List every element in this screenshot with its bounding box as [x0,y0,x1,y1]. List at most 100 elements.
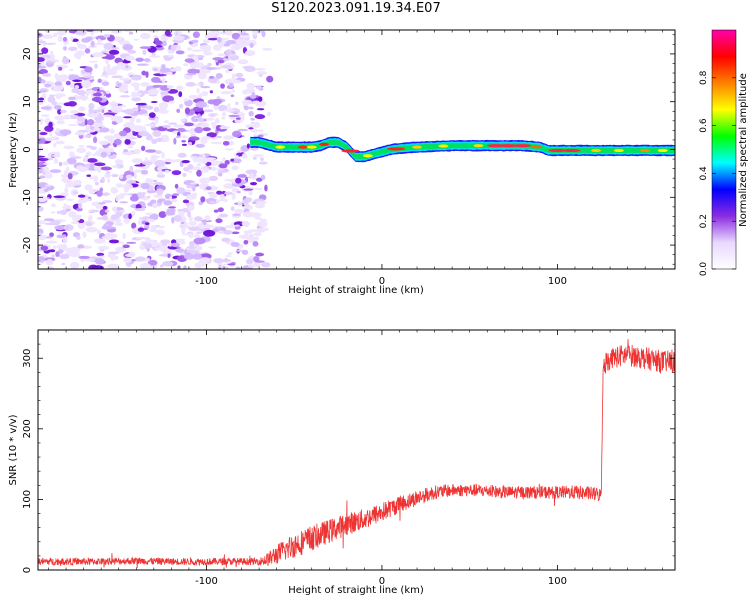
noise-blob [104,209,110,213]
noise-blob [55,140,66,145]
noise-blob [161,40,167,47]
noise-blob [176,187,186,194]
noise-blob [248,106,254,110]
noise-blob [241,153,248,160]
noise-blob [75,30,87,36]
noise-blob [167,252,171,258]
noise-blob [159,67,171,73]
noise-blob [38,220,46,225]
noise-blob [140,182,150,190]
snr-y-axis: 0 100 200 300 [22,329,675,573]
noise-blob [62,36,68,42]
noise-blob [176,246,181,249]
noise-blob [152,130,162,137]
noise-blob [56,210,61,214]
noise-blob [209,90,214,94]
noise-blob [128,31,134,35]
y-tick-label: 10 [22,95,33,108]
noise-blob [264,184,268,192]
noise-blob [46,61,56,64]
noise-blob [237,128,249,132]
noise-blob [252,232,263,237]
noise-blob [245,124,255,129]
noise-blob [153,181,164,186]
noise-blob [225,30,233,36]
figure-title: S120.2023.091.19.34.E07 [271,1,441,16]
noise-blob [55,95,61,100]
noise-blob [128,213,132,220]
noise-blob [75,121,83,124]
noise-blob [169,196,173,200]
noise-blob [58,161,63,167]
signal-hotspot [438,144,449,148]
noise-blob [73,79,80,82]
noise-blob [214,117,220,124]
noise-blob [188,94,200,100]
noise-blob [111,75,124,79]
noise-blob [192,31,200,39]
colorbar-tick-label: 0.8 [699,70,709,85]
noise-blob [85,226,98,233]
noise-blob [109,101,118,108]
noise-blob [114,159,124,165]
noise-blob [53,142,57,148]
noise-blob [235,72,244,78]
noise-blob [85,222,93,227]
noise-blob [88,60,98,63]
noise-blob [164,30,171,37]
signal-hotspot [473,144,484,148]
noise-blob [252,154,264,158]
noise-blob [107,178,111,184]
noise-blob [217,172,223,177]
noise-blob [187,68,199,75]
noise-blob [140,169,149,175]
noise-blob [260,157,264,161]
noise-blob [42,34,54,39]
noise-blob [248,127,254,130]
noise-blob [69,261,80,269]
snr-x-label: Height of straight line (km) [288,585,424,596]
noise-blob [223,183,235,189]
noise-blob [122,244,130,249]
noise-blob [69,246,79,254]
noise-blob [207,246,217,249]
x-tick-label: 100 [548,276,567,287]
noise-blob [148,112,156,118]
noise-blob [217,230,225,234]
noise-blob [186,246,197,249]
noise-blob [205,186,212,191]
noise-blob [175,135,181,139]
noise-blob [93,162,106,167]
y-tick-label: -20 [22,237,33,253]
noise-blob [135,102,147,106]
noise-blob [256,108,265,111]
noise-blob [220,83,225,89]
noise-blob [188,232,194,239]
noise-blob [38,32,43,38]
noise-blob [87,216,93,222]
noise-blob [235,177,242,184]
noise-blob [174,183,179,189]
noise-blob [110,115,120,122]
noise-blob [243,105,249,111]
noise-blob [98,202,106,205]
x-tick-label: 100 [548,576,567,587]
noise-blob [116,83,123,86]
noise-blob [227,252,233,255]
signal-hotspot [319,142,330,146]
noise-blob [164,120,169,124]
noise-blob [259,218,268,222]
noise-blob [38,188,45,194]
noise-blob [41,47,49,54]
noise-blob [194,126,204,134]
noise-blob [94,181,100,186]
noise-blob [246,143,250,149]
noise-blob [111,173,119,178]
noise-blob [196,69,200,74]
noise-blob [222,135,235,140]
noise-blob [122,60,131,64]
noise-blob [143,224,150,230]
noise-blob [152,202,158,209]
noise-blob [178,211,184,216]
noise-blob [92,153,96,157]
